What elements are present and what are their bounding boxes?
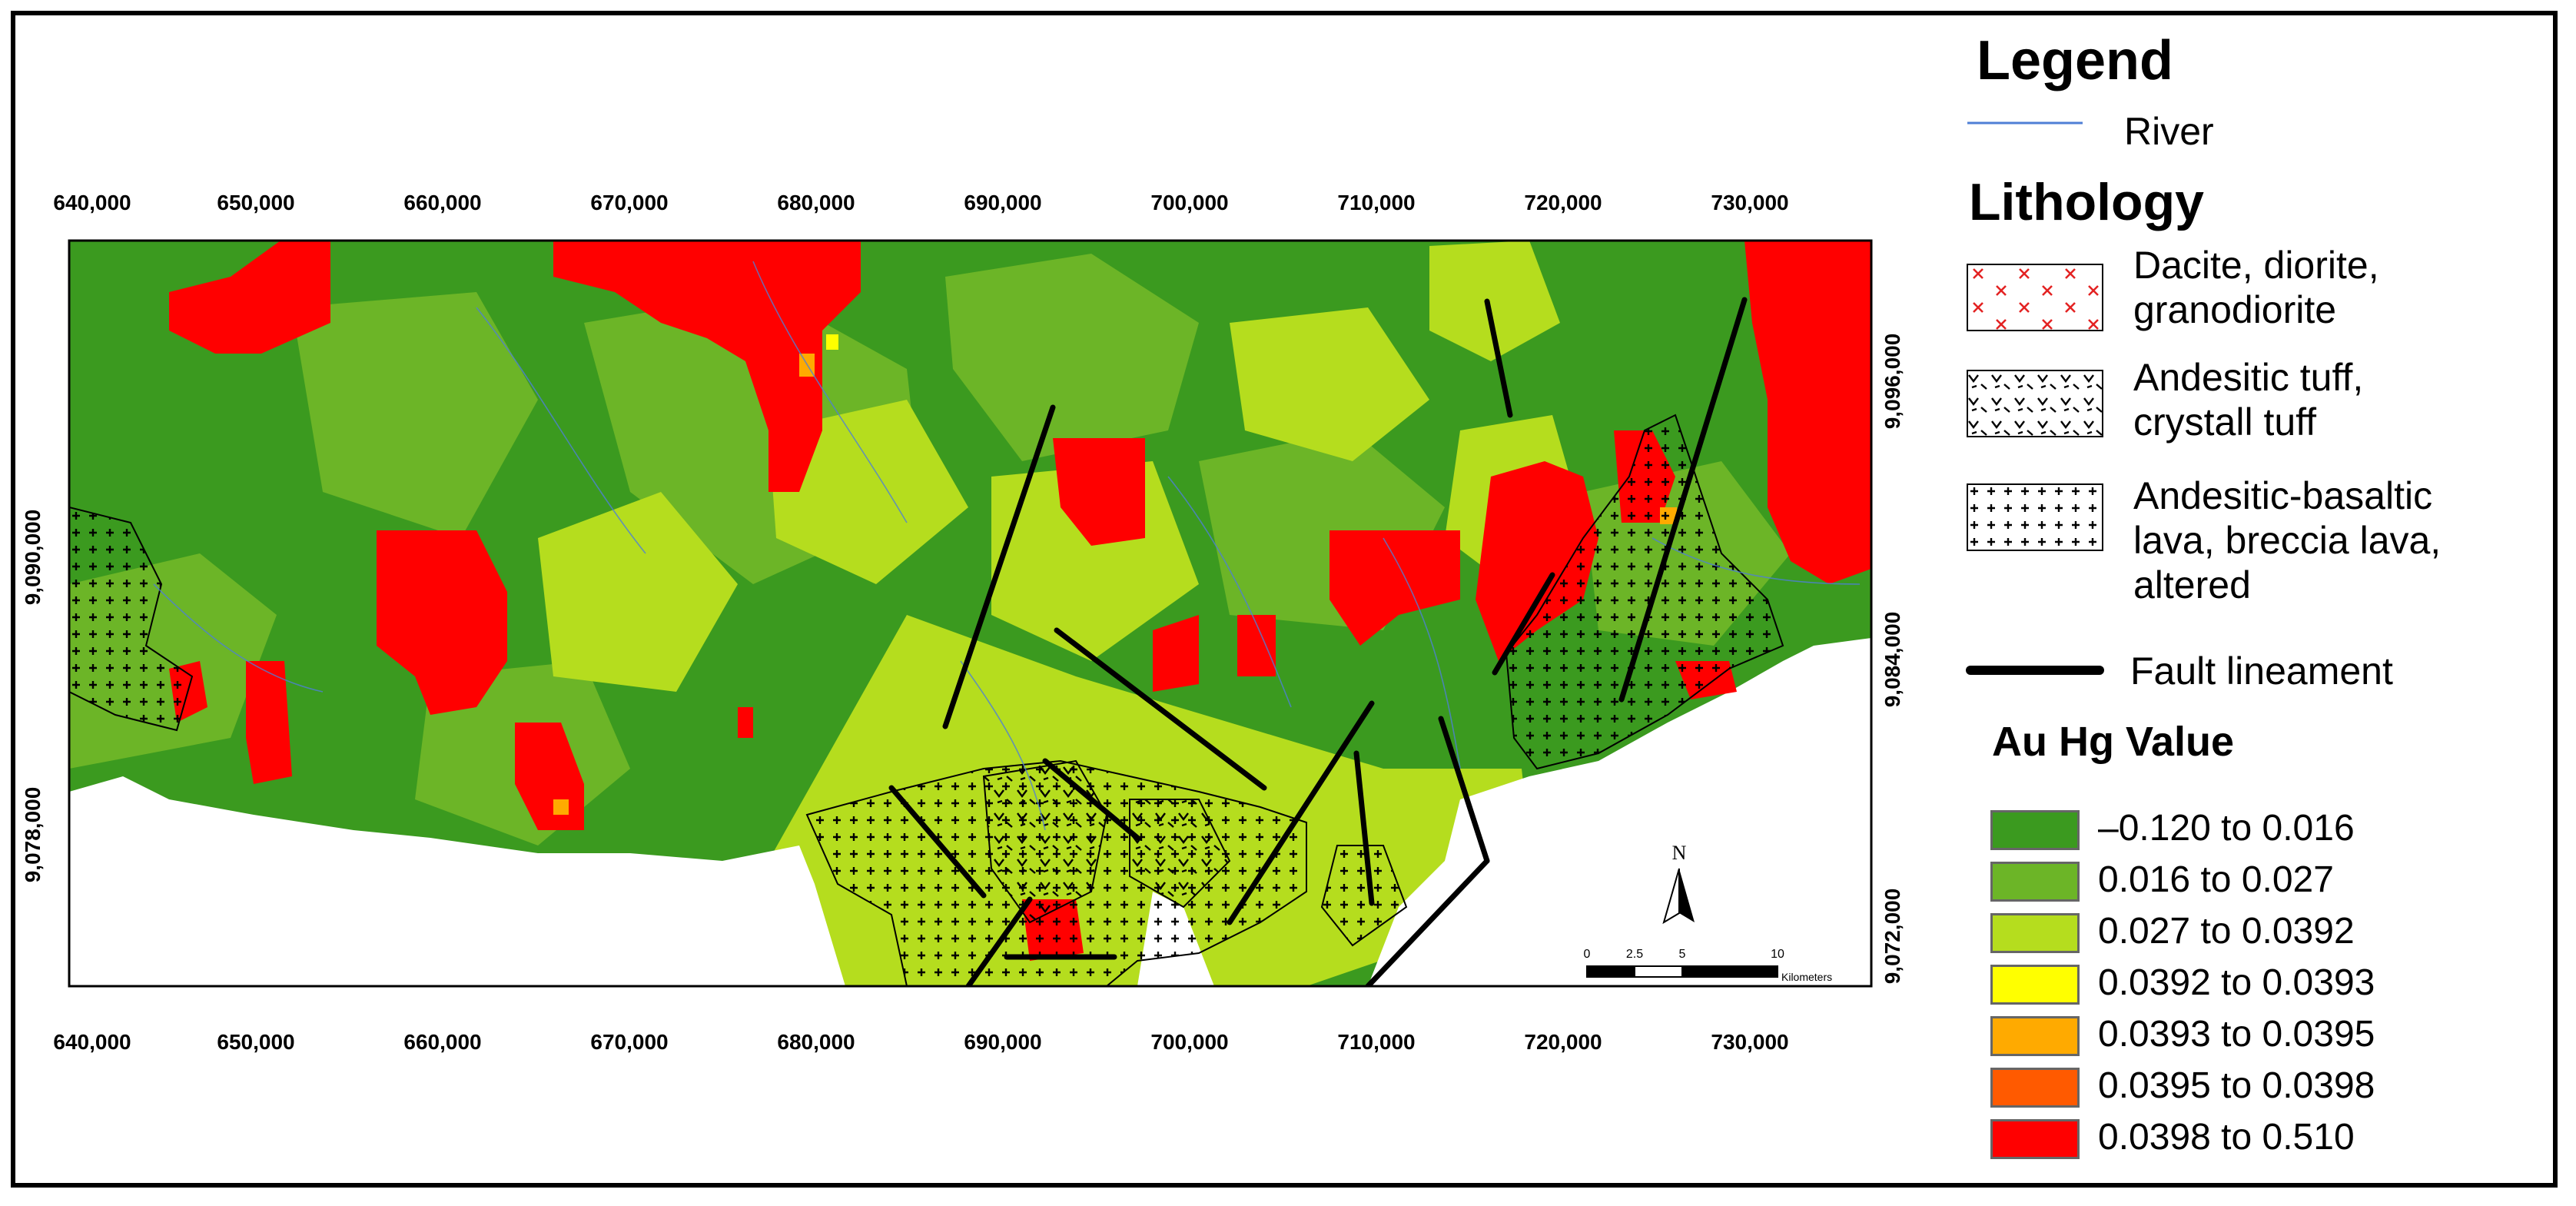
map-area: N 0 2.5 5 10 Kilometers bbox=[69, 241, 1871, 986]
fault-label: Fault lineament bbox=[2130, 650, 2393, 693]
x-tick-label: 700,000 bbox=[1150, 1030, 1228, 1054]
x-tick-label: 670,000 bbox=[590, 191, 668, 214]
y-tick-left: 9,078,000 bbox=[21, 787, 45, 883]
y-ticks-right: 9,096,000 9,084,000 9,072,000 bbox=[1881, 334, 1904, 985]
class-swatch bbox=[1990, 862, 2080, 902]
x-tick-label: 640,000 bbox=[53, 191, 131, 214]
x-tick-label: 680,000 bbox=[777, 191, 855, 214]
lithology-label: granodiorite bbox=[2133, 288, 2337, 331]
north-label: N bbox=[1672, 842, 1687, 864]
x-tick-label: 670,000 bbox=[590, 1030, 668, 1054]
class-swatch bbox=[1990, 965, 2080, 1005]
river-label: River bbox=[2124, 110, 2214, 153]
north-arrow-icon: N bbox=[1662, 842, 1695, 925]
class-swatch bbox=[1990, 1119, 2080, 1159]
class-swatch bbox=[1990, 810, 2080, 850]
x-tick-label: 650,000 bbox=[217, 1030, 294, 1054]
scale-unit: Kilometers bbox=[1781, 971, 1832, 983]
class-yellow-cell bbox=[826, 334, 838, 350]
class-label: 0.0398 to 0.510 bbox=[2098, 1117, 2355, 1158]
class-label: 0.0393 to 0.0395 bbox=[2098, 1014, 2375, 1055]
lithology-heading: Lithology bbox=[1969, 173, 2204, 231]
lithology-label: crystall tuff bbox=[2133, 400, 2317, 444]
lithology-tuff-areas bbox=[982, 759, 1231, 924]
sea-east bbox=[1368, 638, 1871, 986]
class-highest-zones bbox=[169, 241, 1871, 961]
y-tick-right: 9,096,000 bbox=[1881, 334, 1904, 430]
x-tick-label: 710,000 bbox=[1337, 191, 1415, 214]
class-label: 0.0395 to 0.0398 bbox=[2098, 1065, 2375, 1106]
lithology-label: Andesitic-basaltic bbox=[2133, 474, 2433, 517]
map-border bbox=[68, 239, 1873, 988]
lava-pattern-icon bbox=[1967, 483, 2103, 551]
x-tick-label: 700,000 bbox=[1150, 191, 1228, 214]
class-label: 0.0392 to 0.0393 bbox=[2098, 962, 2375, 1003]
class-swatch bbox=[1990, 913, 2080, 953]
lithology-label: Andesitic tuff, bbox=[2133, 356, 2364, 399]
x-tick-label: 690,000 bbox=[964, 191, 1041, 214]
lithology-label: Dacite, diorite, bbox=[2133, 244, 2379, 287]
fault-lineaments bbox=[888, 297, 1748, 986]
class-label: 0.016 to 0.027 bbox=[2098, 859, 2334, 900]
x-tick-label: 660,000 bbox=[403, 1030, 481, 1054]
class-label: –0.120 to 0.016 bbox=[2098, 808, 2355, 849]
y-tick-right: 9,072,000 bbox=[1881, 889, 1904, 985]
sea-west bbox=[69, 776, 845, 986]
y-ticks-left: 9,090,000 9,078,000 bbox=[21, 510, 45, 883]
x-tick-label: 660,000 bbox=[403, 191, 481, 214]
value-heading: Au Hg Value bbox=[1992, 719, 2235, 765]
x-tick-label: 650,000 bbox=[217, 191, 294, 214]
class-swatch bbox=[1990, 1016, 2080, 1056]
legend-panel: Legend River Lithology Dacite, diorite, … bbox=[1952, 18, 2551, 1187]
scale-label-1: 2.5 bbox=[1626, 948, 1643, 961]
tuff-pattern-icon bbox=[1967, 370, 2103, 437]
fault-line-icon bbox=[1966, 666, 2104, 675]
scale-bar: 0 2.5 5 10 Kilometers bbox=[1584, 948, 1833, 983]
x-tick-label: 720,000 bbox=[1524, 1030, 1602, 1054]
scale-label-0: 0 bbox=[1584, 948, 1591, 961]
river-line-icon bbox=[1967, 121, 2083, 125]
y-tick-right: 9,084,000 bbox=[1881, 612, 1904, 708]
river-network bbox=[153, 261, 1861, 831]
map-frame bbox=[11, 11, 2558, 1188]
lithology-label: lava, breccia lava, bbox=[2133, 519, 2442, 562]
y-tick-left: 9,090,000 bbox=[21, 510, 45, 606]
x-tick-label: 640,000 bbox=[53, 1030, 131, 1054]
x-tick-label: 730,000 bbox=[1711, 191, 1788, 214]
x-ticks-top: 640,000 650,000 660,000 670,000 680,000 690,0… bbox=[53, 191, 1788, 214]
lithology-label: altered bbox=[2133, 563, 2251, 606]
x-tick-label: 680,000 bbox=[777, 1030, 855, 1054]
class-label: 0.027 to 0.0392 bbox=[2098, 911, 2355, 952]
scale-label-2: 5 bbox=[1679, 948, 1686, 961]
scale-label-3: 10 bbox=[1771, 948, 1784, 961]
x-tick-label: 720,000 bbox=[1524, 191, 1602, 214]
x-tick-label: 690,000 bbox=[964, 1030, 1041, 1054]
x-tick-label: 730,000 bbox=[1711, 1030, 1788, 1054]
dacite-pattern-icon bbox=[1967, 264, 2103, 331]
class-swatch bbox=[1990, 1068, 2080, 1108]
legend-title: Legend bbox=[1977, 30, 2174, 91]
x-ticks-bottom: 640,000 650,000 660,000 670,000 680,000 690,0… bbox=[53, 1030, 1788, 1054]
x-tick-label: 710,000 bbox=[1337, 1030, 1415, 1054]
